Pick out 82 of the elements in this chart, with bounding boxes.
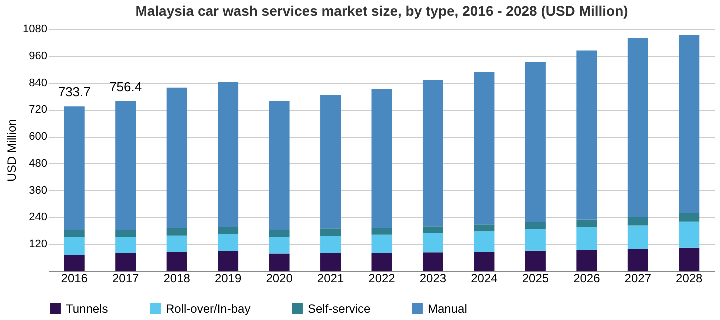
bar (218, 251, 239, 271)
bar (116, 237, 136, 254)
y-tick-label: 720 (29, 104, 48, 116)
bar (269, 101, 290, 230)
bar (320, 236, 342, 254)
x-tick-label: 2022 (368, 272, 396, 286)
bar (269, 237, 290, 254)
x-tick-label: 2023 (420, 272, 447, 286)
bar (166, 88, 188, 228)
x-tick-label: 2019 (214, 272, 242, 286)
total-label: 756.4 (110, 80, 142, 95)
x-tick-label: 2025 (522, 272, 550, 286)
bar (116, 254, 136, 271)
y-tick-label: 600 (29, 131, 48, 144)
bar (525, 250, 546, 271)
bar (372, 89, 392, 228)
bar (269, 230, 290, 238)
bar (679, 213, 700, 222)
legend-label: Manual (428, 302, 468, 316)
y-tick-label: 480 (29, 158, 48, 170)
total-label: 733.7 (58, 84, 91, 100)
bar (64, 106, 85, 230)
chart-title: Malaysia car wash services market size, by type, 2016 - 2028 (USD Million) (136, 3, 628, 19)
x-tick-label: 2021 (317, 272, 344, 286)
bar (372, 234, 392, 254)
x-tick-label: 2018 (164, 272, 191, 286)
x-tick-label: 2024 (471, 272, 498, 286)
bar (218, 82, 239, 228)
y-axis-title: USD Million (5, 119, 20, 182)
bar (269, 254, 290, 271)
y-tick-label: 360 (29, 184, 48, 197)
bar (64, 237, 85, 256)
x-tick-label: 2027 (624, 272, 652, 286)
bar (576, 228, 598, 250)
legend-label: Roll-over/In-bay (166, 302, 251, 316)
bar (320, 228, 342, 236)
bar (576, 50, 598, 220)
y-tick-label: 960 (29, 50, 48, 62)
y-tick-label: 240 (29, 212, 48, 224)
bar (422, 226, 444, 234)
bar (64, 230, 85, 238)
bar (525, 222, 546, 230)
bar (422, 252, 444, 271)
bar (218, 228, 239, 234)
legend-label: Tunnels (66, 302, 108, 316)
bar (372, 254, 392, 271)
bar (166, 236, 188, 252)
bar (116, 102, 136, 230)
bar (474, 72, 495, 225)
bar (372, 228, 392, 235)
bar (679, 248, 700, 271)
bar (679, 35, 700, 214)
bar (474, 252, 495, 271)
bar (576, 220, 598, 228)
bar (422, 80, 444, 227)
y-tick-label: 1080 (23, 24, 48, 36)
x-tick-label: 2016 (61, 272, 88, 286)
bar (525, 230, 546, 251)
bar (679, 222, 700, 248)
x-tick-label: 2026 (574, 272, 601, 286)
bar (525, 62, 546, 222)
legend-label: Self-service (308, 302, 372, 316)
bar (628, 249, 648, 271)
x-tick-label: 2028 (676, 272, 704, 286)
bar (474, 224, 495, 232)
bar (422, 233, 444, 253)
x-tick-label: 2017 (112, 272, 140, 286)
bar (474, 232, 495, 252)
bar (218, 234, 239, 252)
x-tick-label: 2020 (266, 272, 294, 286)
bar (320, 95, 342, 229)
y-tick-label: 120 (29, 238, 48, 251)
bar (166, 252, 188, 271)
bar (628, 217, 648, 226)
bar (576, 250, 598, 271)
bar (116, 230, 136, 238)
bar (628, 38, 648, 218)
bar (166, 228, 188, 236)
bar (628, 226, 648, 250)
y-tick-label: 840 (29, 77, 48, 90)
bar (320, 254, 342, 271)
bar (64, 255, 85, 271)
